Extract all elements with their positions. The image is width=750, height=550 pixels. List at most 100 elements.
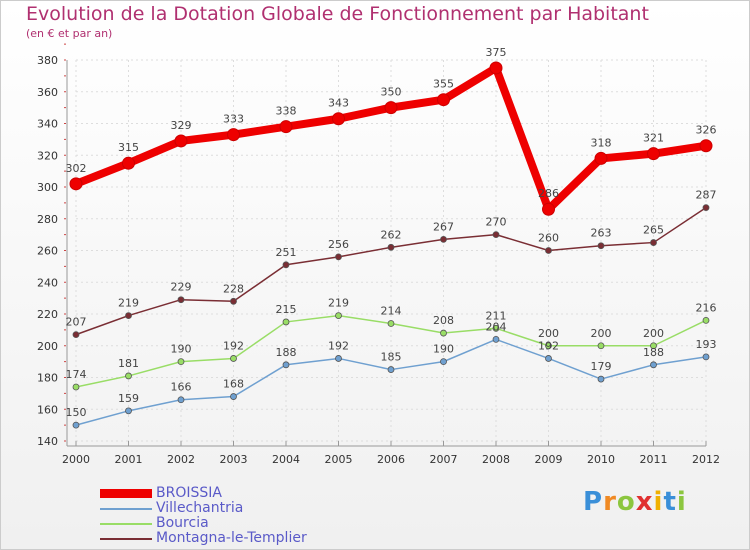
- data-label: 315: [118, 141, 139, 154]
- data-label: 355: [433, 78, 454, 91]
- data-label: 350: [381, 86, 402, 99]
- data-label: 193: [696, 338, 717, 351]
- data-point: [177, 358, 185, 366]
- y-tick-label: 220: [37, 308, 58, 321]
- logo-letter: i: [676, 487, 687, 517]
- data-label: 321: [643, 132, 664, 145]
- data-label: 200: [591, 327, 612, 340]
- data-point: [177, 296, 185, 304]
- data-label: 260: [538, 232, 559, 245]
- logo-letter: x: [635, 487, 654, 517]
- data-label: 190: [171, 343, 192, 356]
- data-point: [230, 393, 237, 400]
- chart-subtitle: (en € et par an): [26, 27, 113, 40]
- y-tick-label: 260: [37, 245, 58, 258]
- proxiti-logo: Proxiti: [583, 487, 687, 517]
- data-point: [492, 231, 500, 239]
- y-tick-label: 140: [37, 435, 58, 448]
- y-tick-label: 380: [37, 54, 58, 67]
- data-point: [702, 204, 710, 212]
- data-label: 251: [276, 246, 297, 259]
- logo-letter: t: [663, 487, 677, 517]
- data-label: 179: [591, 360, 612, 373]
- data-label: 219: [328, 297, 349, 310]
- data-label: 263: [591, 227, 612, 240]
- data-point: [384, 101, 398, 115]
- data-label: 207: [66, 316, 87, 329]
- data-labels: 302 315 329 333 338 343 350 355 375 286 318 321 326 1…: [66, 46, 717, 419]
- y-tick-label: 360: [37, 86, 58, 99]
- data-label: 185: [381, 351, 402, 364]
- logo-letter: P: [583, 487, 604, 517]
- data-point: [230, 355, 237, 362]
- x-tick-label: 2012: [692, 453, 720, 466]
- data-point: [542, 202, 555, 216]
- data-label: 204: [486, 320, 507, 333]
- legend-swatch-villechantria: [100, 508, 152, 510]
- legend-label: BROISSIA: [156, 485, 222, 501]
- x-tick-label: 2000: [62, 453, 90, 466]
- data-point: [335, 312, 342, 319]
- legend-swatch-bourcia: [100, 523, 152, 525]
- data-point: [125, 312, 132, 319]
- data-label: 216: [696, 301, 717, 314]
- data-label: 329: [171, 119, 192, 132]
- data-label: 200: [643, 327, 664, 340]
- data-point: [282, 361, 290, 369]
- data-point: [650, 361, 657, 369]
- y-tick-label: 240: [37, 276, 58, 289]
- data-point: [387, 366, 395, 373]
- data-point: [387, 320, 395, 327]
- data-point: [279, 120, 293, 134]
- x-tick-label: 2006: [377, 453, 405, 466]
- x-tick-label: 2002: [167, 453, 195, 466]
- data-point: [597, 242, 605, 250]
- data-label: 229: [171, 281, 192, 294]
- data-point: [282, 318, 290, 326]
- data-label: 150: [66, 406, 87, 419]
- data-label: 270: [486, 216, 507, 229]
- logo-letter: o: [616, 487, 636, 517]
- data-point: [72, 383, 80, 391]
- data-point: [647, 147, 660, 161]
- data-point: [437, 93, 450, 107]
- legend-swatch-montagna-le-templier: [100, 538, 152, 540]
- data-label: 208: [433, 314, 454, 327]
- legend-item-montagna-le-templier: Montagna-le-Templier: [100, 530, 360, 546]
- data-point: [69, 177, 83, 191]
- x-tick-label: 2003: [220, 453, 248, 466]
- data-point: [335, 253, 342, 261]
- data-label: 181: [118, 357, 139, 370]
- x-tick-label: 2008: [482, 453, 510, 466]
- data-point: [650, 239, 657, 246]
- data-label: 215: [276, 303, 297, 316]
- tick-labels: 140 160 180 200 220 240 260 280 300 320 340 360 380 2…: [37, 54, 720, 466]
- data-point: [230, 297, 237, 305]
- x-tick-label: 2007: [430, 453, 458, 466]
- data-label: 343: [328, 97, 349, 110]
- data-point: [545, 355, 552, 362]
- data-point: [594, 151, 608, 165]
- data-point: [492, 335, 500, 343]
- data-label: 192: [538, 339, 559, 352]
- x-tick-label: 2011: [640, 453, 668, 466]
- data-label: 166: [171, 381, 192, 394]
- data-label: 174: [66, 368, 87, 381]
- data-point: [545, 342, 552, 350]
- data-point: [387, 243, 395, 251]
- y-tick-label: 320: [37, 149, 58, 162]
- data-label: 188: [643, 346, 664, 359]
- data-label: 287: [696, 189, 717, 202]
- data-point: [699, 139, 713, 153]
- data-label: 190: [433, 343, 454, 356]
- data-point: [597, 375, 605, 383]
- data-point: [440, 358, 447, 366]
- data-point: [174, 134, 188, 148]
- data-label: 267: [433, 220, 454, 233]
- data-label: 228: [223, 282, 244, 295]
- data-label: 338: [276, 105, 297, 118]
- data-label: 188: [276, 346, 297, 359]
- data-label: 159: [118, 392, 139, 405]
